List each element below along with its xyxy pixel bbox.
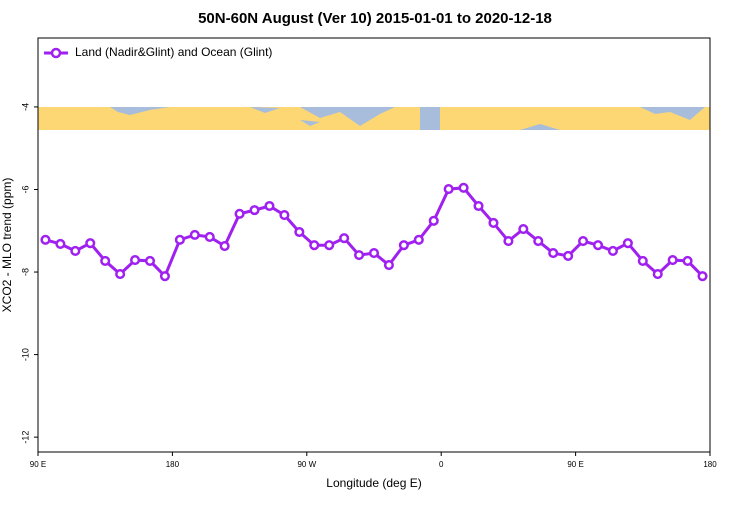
map-strip xyxy=(38,107,710,130)
x-tick-label: 180 xyxy=(703,460,717,469)
x-tick-label: 90 W xyxy=(297,460,316,469)
point xyxy=(667,255,678,266)
point xyxy=(697,271,708,282)
point xyxy=(100,255,111,266)
point xyxy=(144,255,156,266)
point xyxy=(219,240,230,252)
y-tick-label: -6 xyxy=(20,185,30,193)
point xyxy=(368,247,380,259)
legend-label: Land (Nadir&Glint) and Ocean (Glint) xyxy=(75,45,272,59)
point xyxy=(652,269,663,280)
point xyxy=(55,238,66,250)
legend-marker xyxy=(50,47,62,59)
point xyxy=(413,234,424,245)
point xyxy=(533,236,544,247)
point xyxy=(249,205,260,216)
x-tick-label: 0 xyxy=(439,460,444,469)
y-axis-label: XCO2 - MLO trend (ppm) xyxy=(0,178,14,313)
point xyxy=(309,240,320,251)
point xyxy=(428,215,439,226)
point xyxy=(607,245,618,257)
point xyxy=(548,247,559,259)
point xyxy=(398,240,409,251)
legend: Land (Nadir&Glint) and Ocean (Glint) xyxy=(44,45,272,59)
point xyxy=(443,184,454,195)
point xyxy=(279,210,290,221)
y-tick-label: -4 xyxy=(20,103,30,111)
point xyxy=(130,255,141,266)
point xyxy=(174,234,185,245)
x-tick-label: 180 xyxy=(166,460,180,469)
point xyxy=(503,236,514,247)
point xyxy=(324,240,335,251)
point xyxy=(204,231,215,243)
point xyxy=(518,224,529,235)
point xyxy=(473,200,484,212)
point xyxy=(354,250,365,261)
point xyxy=(637,255,648,266)
point xyxy=(189,229,200,240)
point xyxy=(40,234,51,245)
point xyxy=(115,269,126,280)
point xyxy=(85,238,96,249)
point xyxy=(294,226,305,238)
point xyxy=(488,217,499,228)
x-tick-label: 90 E xyxy=(567,460,583,469)
point xyxy=(592,240,604,251)
point xyxy=(622,238,633,249)
point xyxy=(264,200,275,212)
y-tick-label: -10 xyxy=(20,348,30,361)
point xyxy=(383,259,394,271)
chart-title: 50N-60N August (Ver 10) 2015-01-01 to 20… xyxy=(198,10,552,27)
point xyxy=(70,245,81,257)
point xyxy=(578,236,589,247)
x-tick-label: 90 E xyxy=(30,460,46,469)
series-line xyxy=(45,186,704,279)
point xyxy=(159,271,170,282)
point xyxy=(234,208,245,219)
point xyxy=(458,182,469,193)
plot-frame xyxy=(37,37,711,453)
y-tick-label: -12 xyxy=(20,431,30,444)
y-tick-label: -8 xyxy=(20,268,30,276)
x-axis-label: Longitude (deg E) xyxy=(326,476,421,490)
point xyxy=(682,255,693,266)
point xyxy=(563,250,574,261)
point xyxy=(339,233,350,244)
